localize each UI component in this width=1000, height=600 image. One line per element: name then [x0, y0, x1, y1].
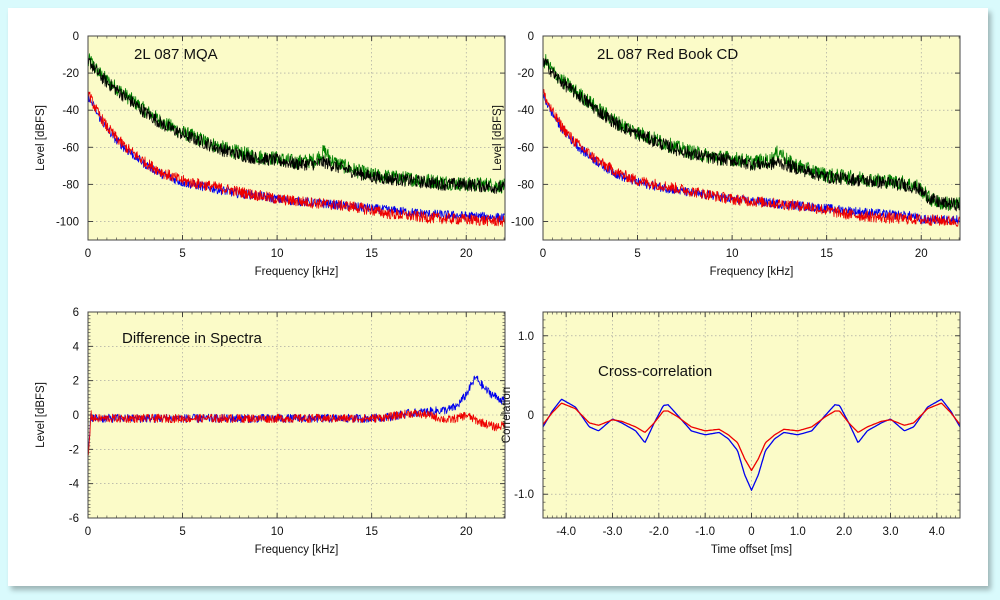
x-axis-label: Time offset [ms] — [711, 544, 792, 556]
panel-title: 2L 087 Red Book CD — [597, 46, 738, 63]
series-line-2 — [88, 409, 505, 457]
x-tick-label: 3.0 — [883, 526, 899, 538]
x-tick-label: -4.0 — [556, 526, 576, 538]
y-axis-label: Level [dBFS] — [35, 382, 47, 448]
x-tick-label: -2.0 — [649, 526, 669, 538]
x-tick-label: 15 — [365, 526, 378, 538]
x-tick-label: 20 — [915, 248, 928, 260]
series-line-1 — [543, 54, 960, 212]
x-tick-label: 0 — [85, 526, 91, 538]
y-axis-label: Level [dBFS] — [35, 105, 47, 171]
y-tick-label: 0 — [528, 31, 534, 43]
y-tick-label: -20 — [62, 68, 79, 80]
series-line-3 — [88, 91, 505, 223]
y-tick-label: -6 — [69, 513, 79, 525]
y-tick-label: -40 — [517, 105, 534, 117]
panel-title: Difference in Spectra — [122, 330, 262, 347]
y-tick-label: 4 — [73, 341, 80, 353]
series-line-4 — [88, 91, 505, 227]
plot-frame — [87, 35, 506, 241]
x-tick-label: 0 — [85, 248, 91, 260]
x-tick-label: 20 — [460, 526, 473, 538]
x-axis-label: Frequency [kHz] — [255, 266, 339, 278]
x-tick-label: 1.0 — [790, 526, 806, 538]
x-axis-label: Frequency [kHz] — [255, 544, 339, 556]
plot-area — [542, 35, 961, 241]
y-tick-label: -60 — [62, 142, 79, 154]
series-line-2 — [543, 58, 960, 212]
x-tick-label: 0 — [540, 248, 546, 260]
x-tick-label: 0 — [748, 526, 754, 538]
x-tick-label: 5 — [179, 526, 185, 538]
plot-frame — [87, 311, 506, 519]
y-tick-label: -2 — [69, 444, 79, 456]
y-tick-label: 0 — [73, 410, 79, 422]
series-line-4 — [543, 89, 960, 227]
panel-title: Cross-correlation — [598, 363, 712, 380]
x-tick-label: 10 — [271, 248, 284, 260]
plot-frame — [542, 35, 961, 241]
figure-card: 0 5 10 15 20 0 -20 -40 -60 -80 -100 2L 087 MQA Frequ… — [8, 8, 988, 586]
y-tick-label: -80 — [517, 179, 534, 191]
x-tick-label: -1.0 — [695, 526, 715, 538]
panel-title: 2L 087 MQA — [134, 46, 218, 63]
y-tick-label: 0 — [73, 31, 79, 43]
x-tick-label: 10 — [726, 248, 739, 260]
x-tick-label: 2.0 — [836, 526, 852, 538]
y-tick-label: -4 — [69, 479, 80, 491]
y-tick-label: 6 — [73, 307, 79, 319]
y-axis-label: Level [dBFS] — [492, 105, 504, 171]
x-axis-label: Frequency [kHz] — [710, 266, 794, 278]
y-tick-label: 0 — [528, 410, 534, 422]
x-tick-label: 15 — [820, 248, 833, 260]
chart-panel-2: 0 5 10 15 20 0 -20 -40 -60 -80 -100 2L 087 Red Book… — [492, 31, 961, 278]
plot-area — [87, 35, 506, 241]
chart-panel-4: -4.0 -3.0 -2.0 -1.0 0 1.0 2.0 3.0 4.0 1.0 0 -1.0 Cro… — [501, 311, 961, 556]
x-tick-label: 4.0 — [929, 526, 945, 538]
x-tick-label: 5 — [179, 248, 185, 260]
plot-frame — [542, 311, 961, 519]
y-tick-label: -100 — [511, 216, 534, 228]
x-tick-label: 20 — [460, 248, 473, 260]
series-line-2 — [543, 402, 960, 472]
y-tick-label: -60 — [517, 142, 534, 154]
x-tick-label: 10 — [271, 526, 284, 538]
y-tick-label: -20 — [517, 68, 534, 80]
series-line-2 — [88, 58, 505, 194]
y-tick-label: -80 — [62, 179, 79, 191]
y-axis-label: Correlation — [501, 387, 513, 443]
y-tick-label: -100 — [56, 216, 79, 228]
x-tick-label: 5 — [634, 248, 640, 260]
y-tick-label: 2 — [73, 376, 79, 388]
chart-panel-1: 0 5 10 15 20 0 -20 -40 -60 -80 -100 2L 087 MQA Frequ… — [35, 31, 506, 278]
x-tick-label: 15 — [365, 248, 378, 260]
y-tick-label: -1.0 — [514, 489, 534, 501]
y-tick-label: 1.0 — [518, 331, 534, 343]
x-tick-label: -3.0 — [603, 526, 623, 538]
y-tick-label: -40 — [62, 105, 79, 117]
